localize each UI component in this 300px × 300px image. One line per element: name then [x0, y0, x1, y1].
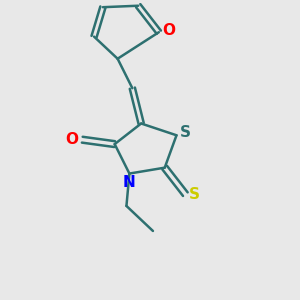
Text: O: O: [162, 23, 176, 38]
Text: O: O: [65, 132, 78, 147]
Text: N: N: [123, 175, 136, 190]
Text: S: S: [189, 187, 200, 202]
Text: S: S: [180, 125, 191, 140]
